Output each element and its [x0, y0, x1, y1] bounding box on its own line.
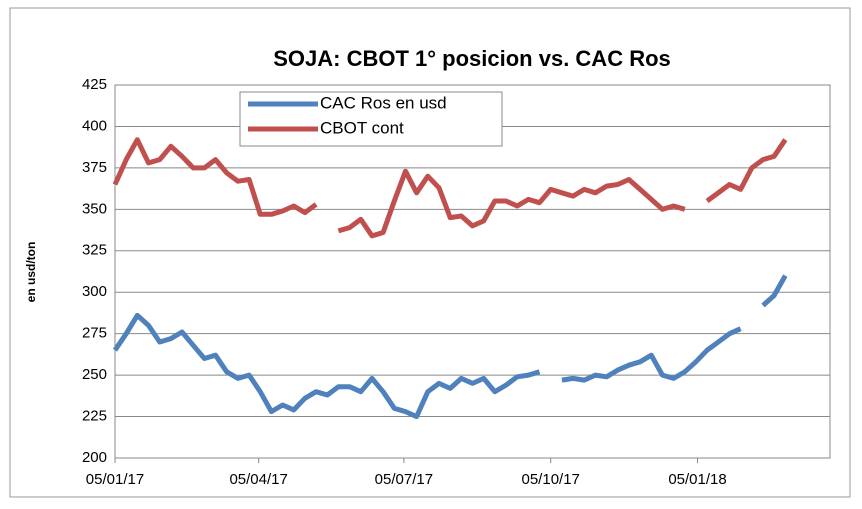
y-tick-label: 200 [82, 449, 107, 466]
y-tick-label: 425 [82, 76, 107, 93]
legend-items: CAC Ros en usd CBOT cont [248, 93, 447, 137]
y-tick-label: 325 [82, 242, 107, 259]
x-tick-label: 05/01/17 [86, 471, 144, 488]
chart-title: SOJA: CBOT 1° posicion vs. CAC Ros [273, 46, 671, 71]
chart-border [9, 7, 851, 498]
y-axis-label: en usd/ton [24, 242, 38, 303]
x-tick-label: 05/07/17 [375, 471, 433, 488]
lines [112, 137, 788, 420]
legend [239, 91, 503, 147]
x-tick-label: 05/10/17 [522, 471, 580, 488]
legend-label: CBOT cont [320, 118, 404, 137]
x-tick-label: 05/04/17 [229, 471, 287, 488]
y-tick-label: 400 [82, 117, 107, 134]
y-tick-label: 250 [82, 366, 107, 383]
plot-border [114, 84, 831, 459]
y-tick-label: 275 [82, 325, 107, 342]
y-tick-label: 350 [82, 200, 107, 217]
legend-label: CAC Ros en usd [320, 93, 447, 112]
y-tick-label: 375 [82, 159, 107, 176]
x-tick-label: 05/01/18 [668, 471, 726, 488]
series-line [112, 274, 788, 420]
y-tick-label: 225 [82, 408, 107, 425]
y-tick-label: 300 [82, 283, 107, 300]
series-line [112, 137, 788, 239]
